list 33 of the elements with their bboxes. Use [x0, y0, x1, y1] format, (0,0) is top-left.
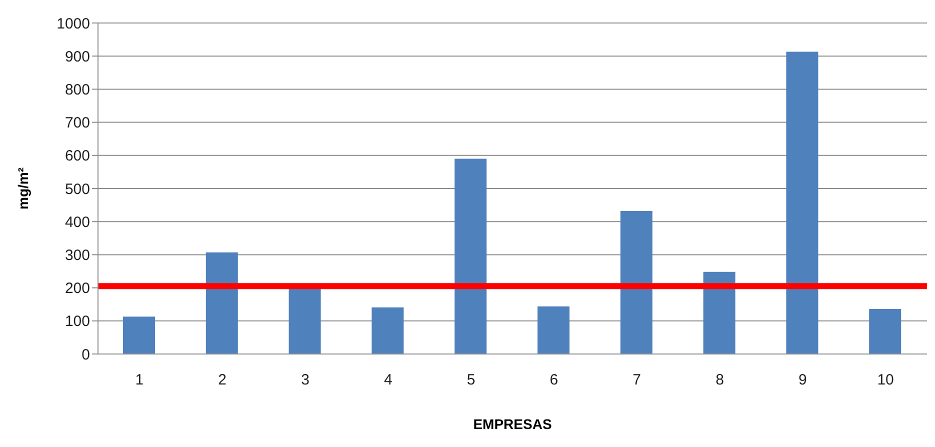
y-tick-label: 300: [64, 247, 90, 264]
x-tick-label: 2: [218, 372, 227, 389]
y-tick-label: 1000: [56, 15, 90, 32]
bar: [620, 211, 652, 354]
bar: [206, 252, 238, 354]
y-tick-label: 100: [64, 313, 90, 330]
y-axis-title: mg/m²: [14, 167, 31, 210]
x-tick-label: 6: [550, 372, 558, 389]
bar: [123, 316, 155, 354]
bar: [454, 158, 487, 354]
bar: [288, 288, 321, 354]
y-tick-label: 500: [64, 180, 90, 198]
x-tick-label: 5: [466, 372, 476, 389]
x-tick-label: 8: [716, 372, 724, 389]
bar: [538, 306, 570, 354]
x-tick-label: 9: [798, 372, 807, 389]
y-tick-label: 200: [64, 280, 90, 298]
bar: [372, 307, 404, 354]
y-tick-label: 0: [82, 346, 90, 364]
x-axis-title: EMPRESAS: [473, 416, 552, 432]
x-tick-label: 4: [384, 372, 392, 389]
y-tick-label: 600: [64, 148, 90, 165]
y-tick-label: 900: [64, 48, 90, 66]
y-tick-label: 400: [64, 214, 90, 231]
bar: [869, 308, 902, 354]
bar: [786, 52, 818, 354]
x-tick-label: 7: [632, 372, 642, 389]
y-tick-label: 800: [64, 82, 90, 99]
x-tick-label: 10: [877, 372, 894, 389]
y-tick-label: 700: [64, 114, 90, 132]
x-tick-label: 1: [135, 372, 144, 389]
bar: [703, 272, 736, 354]
x-tick-label: 3: [301, 372, 310, 389]
